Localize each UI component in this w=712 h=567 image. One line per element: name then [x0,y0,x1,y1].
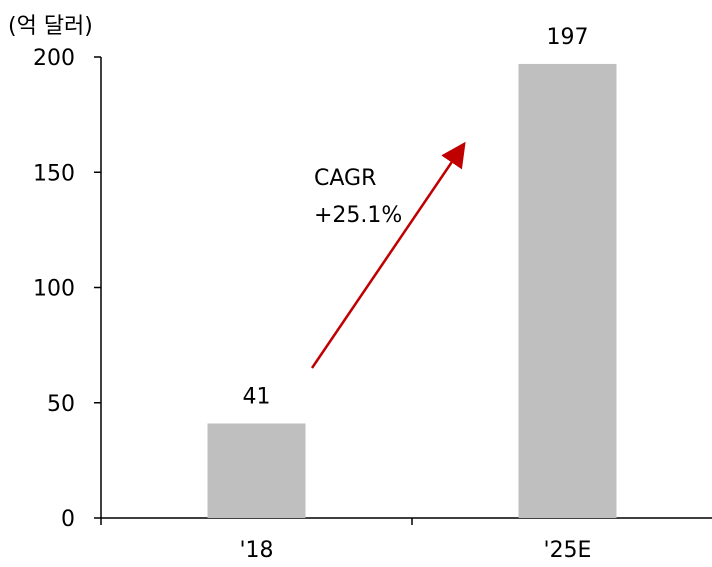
bar-value-label: 41 [243,384,271,409]
bar [518,63,617,518]
y-tick-label: 100 [33,277,75,302]
x-tick-label: '18 [239,538,273,563]
y-tick-label: 150 [33,161,75,186]
cagr-arrow [310,141,466,369]
bar-value-labels: 41 197 [243,25,589,410]
cagr-label: CAGR [314,166,376,191]
y-tick-label: 0 [61,507,75,532]
bar [207,423,306,518]
unit-label: (억 달러) [8,14,93,39]
x-axis: '18 '25E [100,517,712,563]
x-tick-label: '25E [544,538,592,563]
cagr-value: +25.1% [314,203,402,228]
bars [207,63,617,518]
y-tick-label: 50 [47,392,75,417]
bar-value-label: 197 [547,25,589,50]
y-tick-label: 200 [33,46,75,71]
y-axis: 0 50 100 150 200 [33,46,102,532]
